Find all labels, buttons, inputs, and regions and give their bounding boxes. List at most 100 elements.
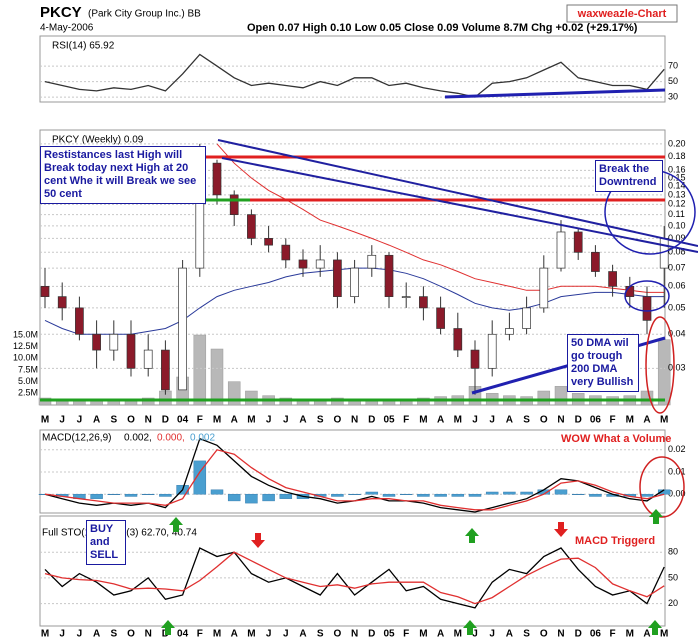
volume-bar bbox=[382, 399, 396, 406]
y-tick-label: 0.11 bbox=[668, 209, 685, 219]
y-tick-label: 0.12 bbox=[668, 199, 686, 209]
candle-body bbox=[453, 328, 463, 351]
x-tick-label: A bbox=[231, 629, 238, 640]
volume-note: WOW What a Volume bbox=[561, 433, 672, 445]
volume-bar bbox=[313, 400, 327, 406]
x-tick-label: J bbox=[283, 629, 289, 640]
readout-value: 0.002, bbox=[124, 433, 152, 444]
histogram-bar bbox=[520, 491, 533, 495]
x-tick-label: A bbox=[93, 415, 100, 426]
x-tick-label: M bbox=[660, 415, 668, 426]
y-tick-label: 30 bbox=[668, 92, 678, 102]
x-tick-label: M bbox=[626, 415, 634, 426]
series-line bbox=[44, 53, 665, 98]
histogram-bar bbox=[503, 491, 516, 495]
rsi-label: RSI(14) 65.92 bbox=[52, 41, 115, 52]
x-tick-label: M bbox=[626, 629, 634, 640]
x-tick-label: 05 bbox=[383, 415, 395, 426]
candle-body bbox=[40, 285, 50, 297]
x-tick-label: M bbox=[41, 415, 49, 426]
volume-bar bbox=[193, 334, 207, 406]
volume-bar bbox=[124, 400, 138, 406]
volume-bar bbox=[365, 398, 379, 406]
x-tick-label: O bbox=[334, 629, 342, 640]
histogram-bar bbox=[348, 493, 361, 495]
x-tick-label: F bbox=[610, 629, 616, 640]
x-tick-label: 04 bbox=[177, 415, 189, 426]
y-tick-label: 0.09 bbox=[668, 233, 686, 243]
candle-body bbox=[247, 214, 256, 239]
candle-body bbox=[642, 296, 652, 321]
histogram-bar bbox=[227, 493, 241, 502]
candle-body bbox=[436, 307, 445, 329]
volume-tick-label: 5.0M bbox=[18, 376, 38, 386]
y-tick-label: 0.18 bbox=[668, 151, 686, 161]
candle-body bbox=[401, 296, 411, 298]
x-tick-label: 06 bbox=[590, 415, 602, 426]
histogram-bar bbox=[159, 493, 172, 497]
histogram-bar bbox=[141, 493, 155, 495]
x-tick-label: J bbox=[266, 415, 272, 426]
y-tick-label: 0.03 bbox=[668, 363, 686, 373]
volume-bar bbox=[520, 396, 533, 406]
y-tick-label: 0.06 bbox=[668, 281, 686, 291]
volume-bar bbox=[348, 399, 361, 406]
candle-body bbox=[573, 231, 583, 253]
series-line bbox=[44, 449, 665, 511]
histogram-bar bbox=[434, 493, 447, 497]
candle-body bbox=[298, 259, 308, 269]
company-name: (Park City Group Inc.) BB bbox=[88, 9, 201, 20]
x-tick-label: M bbox=[419, 415, 427, 426]
volume-bar bbox=[279, 397, 293, 406]
y-tick-label: 80 bbox=[668, 547, 678, 557]
x-tick-label: J bbox=[472, 415, 478, 426]
volume-bar bbox=[296, 399, 310, 406]
volume-bar bbox=[503, 395, 516, 406]
volume-bar bbox=[485, 393, 499, 406]
x-tick-label: D bbox=[575, 629, 582, 640]
x-tick-label: F bbox=[610, 415, 616, 426]
x-tick-label: O bbox=[127, 415, 135, 426]
candle-body bbox=[539, 267, 549, 309]
volume-bar bbox=[554, 386, 568, 406]
histogram-bar bbox=[245, 493, 258, 504]
x-tick-label: N bbox=[351, 629, 358, 640]
x-tick-label: 06 bbox=[590, 629, 602, 640]
candle-body bbox=[92, 333, 101, 351]
volume-bar bbox=[417, 397, 430, 406]
x-tick-label: 05 bbox=[383, 629, 395, 640]
volume-bar bbox=[606, 396, 619, 406]
date: 4-May-2006 bbox=[40, 23, 94, 34]
histogram-bar bbox=[640, 493, 654, 497]
x-tick-label: A bbox=[506, 415, 513, 426]
x-tick-label: J bbox=[283, 415, 289, 426]
x-tick-label: N bbox=[557, 629, 564, 640]
y-tick-label: 0.01 bbox=[668, 466, 686, 476]
histogram-bar bbox=[589, 493, 602, 497]
x-tick-label: F bbox=[403, 629, 409, 640]
x-tick-label: D bbox=[162, 415, 169, 426]
histogram-bar bbox=[90, 493, 103, 499]
x-tick-label: M bbox=[247, 629, 255, 640]
candle-body bbox=[264, 238, 273, 246]
volume-bar bbox=[55, 400, 69, 406]
candle-body bbox=[109, 333, 119, 351]
y-tick-label: 70 bbox=[668, 61, 678, 71]
volume-bar bbox=[589, 395, 602, 406]
macd-label: MACD(12,26,9) bbox=[42, 433, 111, 444]
resistance-note: Restistances last High will Break today … bbox=[40, 146, 206, 204]
x-tick-label: A bbox=[506, 629, 513, 640]
x-tick-label: F bbox=[403, 415, 409, 426]
volume-bar bbox=[451, 395, 465, 406]
x-tick-label: S bbox=[523, 629, 530, 640]
x-tick-label: M bbox=[454, 629, 462, 640]
candle-body bbox=[315, 259, 325, 269]
downtrend-note: Break the Downtrend bbox=[595, 160, 663, 192]
histogram-bar bbox=[571, 493, 585, 495]
x-tick-label: A bbox=[299, 415, 306, 426]
volume-bar bbox=[262, 395, 275, 406]
x-tick-label: M bbox=[213, 415, 221, 426]
histogram-bar bbox=[279, 493, 293, 499]
candle-body bbox=[178, 267, 187, 391]
x-tick-label: J bbox=[266, 629, 272, 640]
